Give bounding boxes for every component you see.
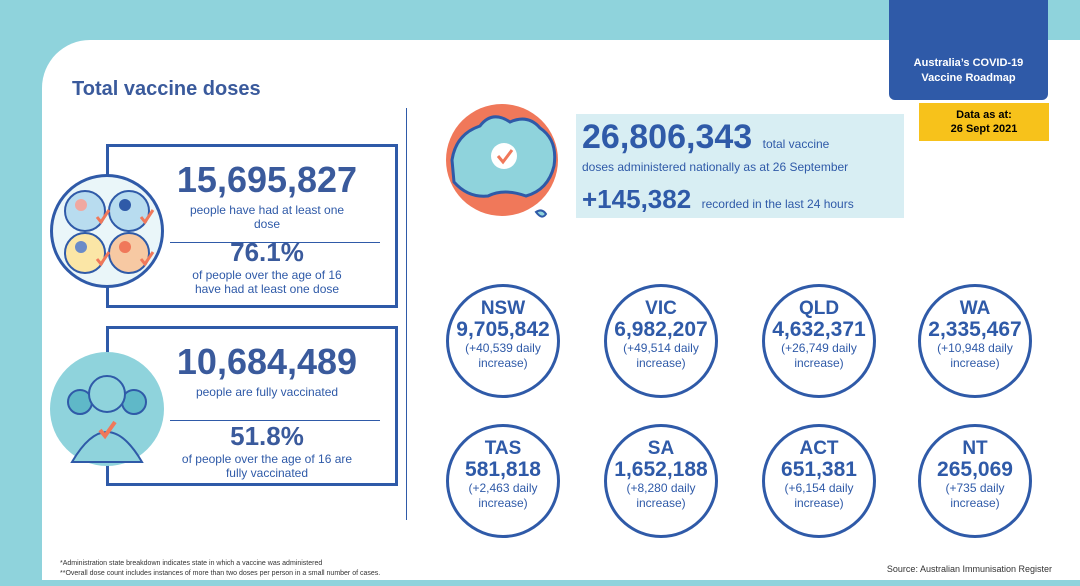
fully-pct-caption-1: of people over the age of 16 are <box>181 452 353 466</box>
state-daily: (+40,539 daily <box>465 341 541 355</box>
first-dose-caption-2: dose <box>253 217 281 231</box>
state-value: 265,069 <box>937 458 1013 481</box>
state-daily: (+6,154 daily <box>784 481 854 495</box>
state-name: WA <box>959 298 991 319</box>
state-nt: NT 265,069 (+735 daily increase) <box>918 424 1032 538</box>
state-value: 2,335,467 <box>928 318 1022 341</box>
state-daily-suffix: increase) <box>950 356 1000 370</box>
state-name: ACT <box>799 438 839 459</box>
state-daily: (+49,514 daily <box>623 341 699 355</box>
state-name: NSW <box>480 298 526 319</box>
roadmap-line1: Australia’s COVID-19 <box>913 57 1024 69</box>
data-as-at-badge: Data as at: 26 Sept 2021 <box>919 103 1049 141</box>
national-total: 26,806,343 <box>582 118 753 156</box>
state-name: QLD <box>798 298 840 319</box>
state-daily-suffix: increase) <box>636 356 686 370</box>
state-daily: (+8,280 daily <box>626 481 696 495</box>
state-qld: QLD 4,632,371 (+26,749 daily increase) <box>762 284 876 398</box>
page-title: Total vaccine doses <box>72 78 261 100</box>
national-total-banner: 26,806,343 total vaccine doses administe… <box>576 114 904 218</box>
national-total-caption: doses administered nationally as at 26 S… <box>582 160 849 174</box>
state-name: SA <box>647 438 675 459</box>
state-daily-suffix: increase) <box>794 496 844 510</box>
column-divider <box>406 108 407 520</box>
state-daily-suffix: increase) <box>636 496 686 510</box>
state-vic: VIC 6,982,207 (+49,514 daily increase) <box>604 284 718 398</box>
crowd-icon <box>50 352 164 466</box>
first-dose-caption-1: people have had at least one <box>189 203 345 217</box>
fully-caption: people are fully vaccinated <box>195 385 339 399</box>
asat-date: 26 Sept 2021 <box>950 123 1018 135</box>
national-recent-caption: recorded in the last 24 hours <box>701 197 854 211</box>
fully-divider <box>170 420 380 421</box>
roadmap-badge: Australia’s COVID-19 Vaccine Roadmap <box>889 0 1048 100</box>
footnote-1: *Administration state breakdown indicate… <box>60 560 323 567</box>
state-value: 6,982,207 <box>614 318 708 341</box>
bottom-strip <box>0 580 1080 586</box>
state-daily: (+26,749 daily <box>781 341 857 355</box>
roadmap-line2: Vaccine Roadmap <box>921 72 1016 84</box>
state-daily: (+2,463 daily <box>468 481 538 495</box>
first-dose-pct-caption-2: have had at least one dose <box>194 282 340 296</box>
asat-label: Data as at: <box>956 109 1012 121</box>
state-daily: (+735 daily <box>945 481 1005 495</box>
state-daily-suffix: increase) <box>478 356 528 370</box>
state-act: ACT 651,381 (+6,154 daily increase) <box>762 424 876 538</box>
state-name: VIC <box>645 298 677 319</box>
fully-pct-caption-2: fully vaccinated <box>225 466 309 480</box>
state-value: 651,381 <box>781 458 857 481</box>
state-daily-suffix: increase) <box>478 496 528 510</box>
national-total-suffix: total vaccine <box>762 137 830 151</box>
state-name: TAS <box>484 438 522 459</box>
state-daily-suffix: increase) <box>950 496 1000 510</box>
source-note: Source: Australian Immunisation Register <box>886 564 1052 574</box>
people-group-icon <box>50 174 164 288</box>
state-tas: TAS 581,818 (+2,463 daily increase) <box>446 424 560 538</box>
state-nsw: NSW 9,705,842 (+40,539 daily increase) <box>446 284 560 398</box>
fully-percent: 51.8% <box>230 421 304 451</box>
state-value: 1,652,188 <box>614 458 708 481</box>
state-value: 9,705,842 <box>456 318 550 341</box>
first-dose-divider <box>170 242 380 243</box>
state-value: 4,632,371 <box>772 318 866 341</box>
state-value: 581,818 <box>465 458 541 481</box>
national-recent: +145,382 <box>582 184 692 214</box>
state-name: NT <box>962 438 988 459</box>
first-dose-count: 15,695,827 <box>176 159 358 200</box>
fully-count: 10,684,489 <box>176 341 358 382</box>
first-dose-pct-caption-1: of people over the age of 16 <box>192 268 342 282</box>
content-card <box>42 40 1080 586</box>
state-wa: WA 2,335,467 (+10,948 daily increase) <box>918 284 1032 398</box>
state-daily-suffix: increase) <box>794 356 844 370</box>
state-sa: SA 1,652,188 (+8,280 daily increase) <box>604 424 718 538</box>
australia-map-icon <box>432 100 580 228</box>
state-daily: (+10,948 daily <box>937 341 1013 355</box>
footnote-2: **Overall dose count includes instances … <box>60 570 381 577</box>
